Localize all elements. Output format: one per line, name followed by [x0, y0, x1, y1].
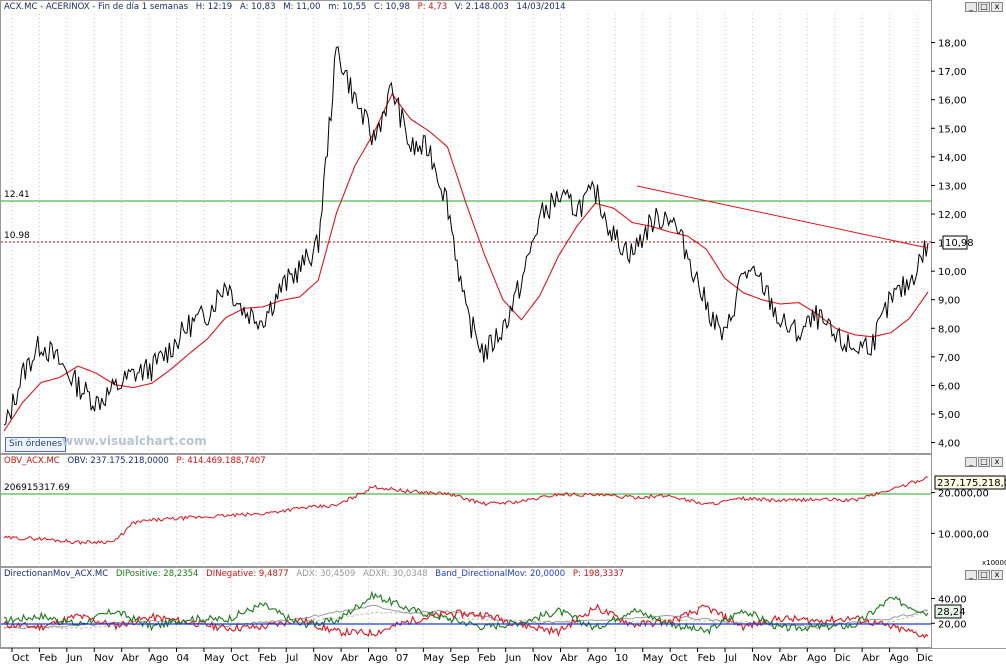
x-tick-label: Dic [917, 653, 933, 664]
obv-minimize-button[interactable]: _ [965, 457, 977, 467]
dinegative-path [3, 603, 929, 639]
dmi-minimize-button[interactable]: _ [965, 570, 977, 580]
x-tick-label: 04 [177, 653, 190, 664]
x-tick-label: Abr [341, 653, 359, 664]
x-tick-label: Jun [505, 653, 522, 664]
dmi-panel [0, 567, 932, 648]
x-tick-label: Nov [752, 653, 772, 664]
x-tick-label: Abr [122, 653, 140, 664]
price-y-tick-label: 12,00 [938, 210, 967, 221]
obv-last-value: 237.175.218,00 [937, 478, 1006, 489]
price-series-line [3, 46, 929, 426]
x-tick-label: Abr [862, 653, 880, 664]
price-y-tick-label: 17,00 [938, 67, 967, 78]
x-tick-label: Oct [231, 653, 248, 664]
price-y-tick-label: 4,00 [938, 439, 960, 450]
obv-scale-note: x10000 [982, 559, 1006, 567]
x-tick-label: Nov [314, 653, 334, 664]
x-tick-label: Abr [560, 653, 578, 664]
maximize-button[interactable]: □ [978, 2, 990, 12]
dmi-maximize-button[interactable]: □ [978, 570, 990, 580]
x-tick-label: Sep [451, 653, 470, 664]
x-tick-label: Ago [588, 653, 607, 664]
x-tick-label: May [643, 653, 664, 664]
level-label-lower: 10.98 [4, 231, 30, 241]
x-tick-label: Feb [698, 653, 716, 664]
x-tick-label: Ago [369, 653, 388, 664]
x-tick-label: Abr [780, 653, 798, 664]
watermark: www.visualchart.com [62, 434, 207, 448]
x-tick-label: Jul [285, 653, 298, 664]
resistance-trendline [636, 185, 929, 249]
price-y-tick-label: 10,00 [938, 267, 967, 278]
x-tick-label: Feb [39, 653, 57, 664]
dmi-y-tick-label: 40,00 [938, 595, 967, 606]
x-tick-label: Oct [670, 653, 687, 664]
price-header: ACX.MC - ACERINOX - Fin de día 1 semanas… [4, 2, 566, 12]
dmi-y-axis: 40,00 20,00 [931, 595, 967, 630]
obv-path [3, 476, 929, 545]
obv-y-tick-label: 10.000,00 [938, 529, 989, 540]
x-tick-label: Feb [478, 653, 496, 664]
x-tick-label: Jul [724, 653, 737, 664]
x-tick-label: Oct [12, 653, 29, 664]
x-tick-label: Ago [807, 653, 826, 664]
minimize-button[interactable]: _ [965, 2, 977, 12]
x-tick-label: Nov [533, 653, 553, 664]
x-tick-label: Ago [149, 653, 168, 664]
orders-button[interactable]: Sin órdenes [5, 437, 67, 452]
price-last-value: 10,98 [945, 238, 974, 249]
dmi-close-button[interactable]: x [991, 570, 1003, 580]
price-y-tick-label: 5,00 [938, 410, 960, 421]
obv-level-label: 206915317.69 [4, 483, 70, 493]
moving-average-line [3, 92, 929, 432]
price-panel [0, 0, 932, 454]
price-last-value-box [942, 235, 968, 250]
price-y-tick-label: 15,00 [938, 124, 967, 135]
obv-last-value-box [934, 475, 1006, 490]
x-tick-label: 10 [615, 653, 628, 664]
x-tick-label: May [204, 653, 225, 664]
x-tick-label: Jun [66, 653, 83, 664]
vertical-gridlines [11, 14, 918, 648]
x-tick-label: Ago [890, 653, 909, 664]
price-y-tick-label: 8,00 [938, 324, 960, 335]
price-y-tick-label: 18,00 [938, 39, 967, 50]
close-button[interactable]: x [991, 2, 1003, 12]
x-tick-label: May [423, 653, 444, 664]
obv-header: OBV_ACX.MC OBV: 237.175.218,0000 P: 414.… [4, 456, 266, 466]
price-y-tick-label: 13,00 [938, 181, 967, 192]
dmi-y-tick-label: 20,00 [938, 619, 967, 630]
x-tick-label: Dic [835, 653, 851, 664]
x-tick-label: Feb [259, 653, 277, 664]
price-path [3, 46, 929, 426]
obv-maximize-button[interactable]: □ [978, 457, 990, 467]
price-y-tick-label: 6,00 [938, 381, 960, 392]
obv-y-axis: 20.000,00 10.000,00 [931, 489, 989, 540]
price-y-tick-label: 14,00 [938, 153, 967, 164]
dmi-last-value-box [934, 604, 962, 619]
price-y-tick-label: 9,00 [938, 296, 960, 307]
time-x-axis: Oct Feb Jun Nov Abr Ago 04 May Oct Feb Jul Nov Abr Ag… [11, 648, 933, 664]
dmi-header: DirectionanMov_ACX.MC DIPositive: 28,235… [4, 569, 624, 579]
price-y-tick-label: 16,00 [938, 96, 967, 107]
x-tick-label: Nov [94, 653, 114, 664]
obv-y-tick-label: 20.000,00 [938, 489, 989, 500]
level-label-upper: 12.41 [4, 190, 30, 200]
x-tick-label: 07 [396, 653, 409, 664]
obv-series-line [3, 476, 929, 545]
price-y-tick-label: 7,00 [938, 353, 960, 364]
dmi-last-value: 28,24 [937, 607, 966, 618]
moving-average-path [3, 92, 929, 432]
obv-panel [0, 454, 932, 567]
obv-close-button[interactable]: x [991, 457, 1003, 467]
